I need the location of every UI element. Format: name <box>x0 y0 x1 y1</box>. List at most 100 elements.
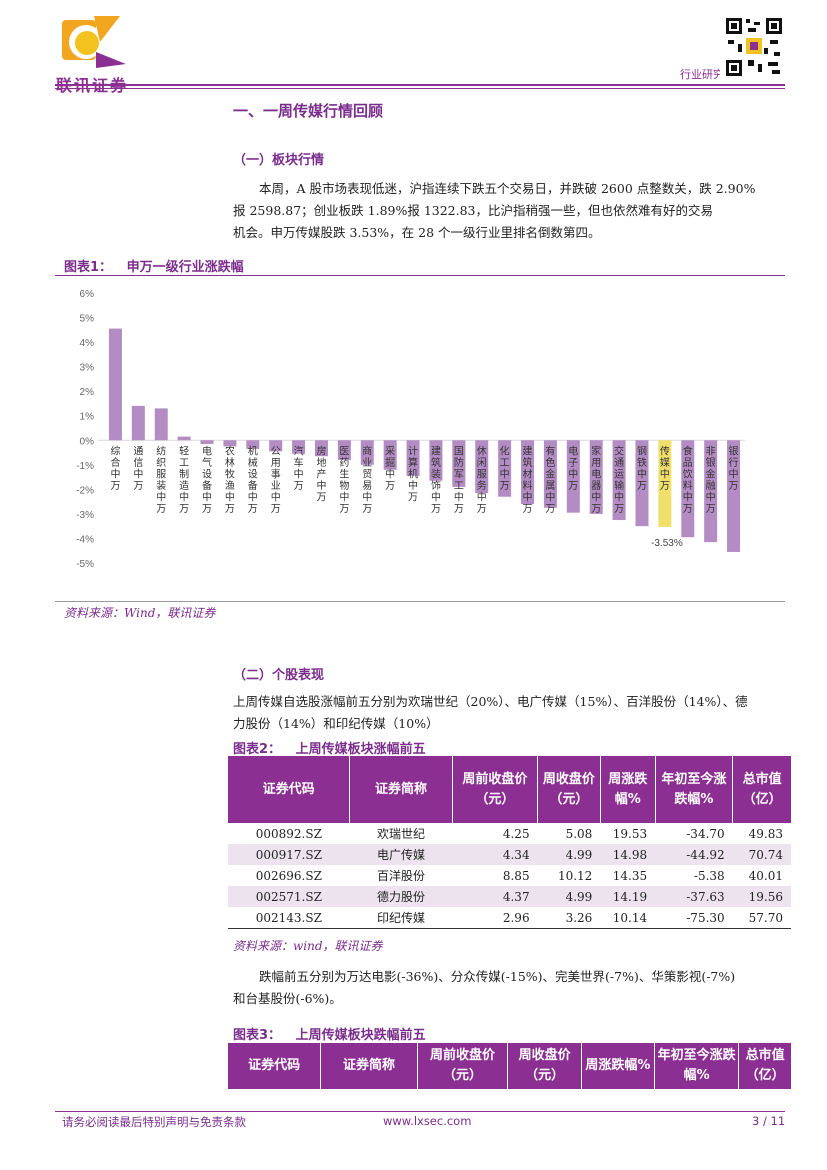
cell: -34.70 <box>655 823 733 844</box>
table-row: 002571.SZ 德力股份 4.37 4.99 14.19 -37.63 19… <box>228 886 791 907</box>
para-line: 机会。申万传媒股跌 3.53%，在 28 个一级行业里排名倒数第四。 <box>233 225 601 240</box>
cell: 4.25 <box>452 823 538 844</box>
cell: 8.85 <box>452 865 538 886</box>
bar <box>131 405 145 441</box>
figure-title: 申万一级行业涨跌幅 <box>126 260 244 275</box>
page-number: 3 / 11 <box>752 1114 786 1128</box>
qr-code-icon <box>724 16 784 78</box>
cell: 49.83 <box>732 823 791 844</box>
figure-source-2: 资料来源：wind，联讯证券 <box>233 939 383 953</box>
market-paragraph: 本周，A 股市场表现低迷，沪指连续下跌五个交易日，并跌破 2600 点整数关，跌… <box>233 178 793 244</box>
cell: 70.74 <box>732 844 791 865</box>
gainers-table: 证券代码 证券简称 周前收盘价（元） 周收盘价（元） 周涨跌幅% 年初至今涨跌幅… <box>228 756 791 929</box>
y-tick-label: -2% <box>76 485 94 496</box>
table-row: 000917.SZ 电广传媒 4.34 4.99 14.98 -44.92 70… <box>228 844 791 865</box>
category-label: 交通运输中万 <box>614 444 624 515</box>
category-label: 电子中万 <box>568 444 578 492</box>
footer-rule <box>55 1111 785 1112</box>
bar <box>177 436 191 441</box>
y-tick-label: -1% <box>76 461 94 472</box>
figure-bottom-rule <box>55 601 785 602</box>
figure-label: 图表2： <box>233 742 282 757</box>
cell: 002696.SZ <box>228 865 350 886</box>
bar <box>246 440 260 449</box>
category-label: 计算机中万 <box>408 444 418 503</box>
category-label: 公用事业中万 <box>271 446 281 515</box>
category-label: 房地产中万 <box>316 444 326 503</box>
category-label: 家用电器中万 <box>591 444 601 515</box>
bar <box>154 408 168 441</box>
cell: 000917.SZ <box>228 844 350 865</box>
y-tick-label: 4% <box>80 338 95 349</box>
col-header: 年初至今涨跌幅% <box>654 1043 740 1089</box>
figure-title: 上周传媒板块跌幅前五 <box>295 1028 426 1043</box>
category-label: 机械设备中万 <box>248 444 258 515</box>
cell: 印纪传媒 <box>349 907 453 929</box>
bar <box>566 440 580 513</box>
bar <box>108 328 122 441</box>
category-label: 电气设备中万 <box>202 444 212 515</box>
para-line: 跌幅前五分别为万达电影(-36%)、分众传媒(-15%)、完美世界(-7%)、华… <box>259 969 736 984</box>
cell: -5.38 <box>655 865 733 886</box>
category-label: 银行中万 <box>729 444 739 492</box>
col-header: 周涨跌幅% <box>581 1043 655 1089</box>
subsection-title-2: （二）个股表现 <box>233 668 325 683</box>
header-section-label: 行业研究 <box>680 68 720 81</box>
category-label: 商业贸易中万 <box>362 444 372 515</box>
para-line: 报 2598.87；创业板跌 1.89%报 1322.83，比沪指稍强一些，但也… <box>233 203 714 218</box>
category-label: 国防军工中万 <box>454 445 464 515</box>
cell: 3.26 <box>537 907 601 929</box>
bar <box>635 440 649 527</box>
logo-icon <box>62 16 126 68</box>
category-label: 钢铁中万 <box>637 444 647 492</box>
bar <box>360 440 374 465</box>
y-tick-label: -3% <box>76 510 94 521</box>
bar <box>269 440 283 452</box>
company-logo: 联讯证券 <box>56 12 136 95</box>
category-label: 医药生物中万 <box>339 445 349 515</box>
y-tick-label: 3% <box>80 363 95 374</box>
bar <box>681 440 695 538</box>
para-line: 和台基股份(-6%)。 <box>233 991 342 1006</box>
col-header: 周收盘价（元） <box>507 1043 582 1089</box>
bar <box>521 440 535 505</box>
category-label: 传媒中万 <box>660 445 670 492</box>
y-tick-label: 5% <box>80 314 95 325</box>
col-header: 年初至今涨跌幅% <box>655 756 734 823</box>
section-title: 一、一周传媒行情回顾 <box>233 102 384 120</box>
category-label: 建筑材料中万 <box>523 444 533 515</box>
col-header: 周前收盘价（元） <box>417 1043 509 1089</box>
y-tick-label: -4% <box>76 534 94 545</box>
col-header: 周前收盘价（元） <box>452 756 539 823</box>
losers-paragraph: 跌幅前五分别为万达电影(-36%)、分众传媒(-15%)、完美世界(-7%)、华… <box>233 966 803 1010</box>
bar <box>498 440 512 497</box>
cell: 14.35 <box>600 865 656 886</box>
footer-url[interactable]: www.lxsec.com <box>383 1114 472 1128</box>
category-label: 纺织服装中万 <box>156 444 166 515</box>
cell: 德力股份 <box>349 886 453 907</box>
category-label: 汽车中万 <box>294 444 304 492</box>
bar <box>704 440 718 543</box>
col-header: 周涨跌幅% <box>600 756 656 823</box>
figure-caption-3: 图表3： 上周传媒板块跌幅前五 <box>233 1024 426 1043</box>
y-tick-label: 0% <box>80 436 95 447</box>
header-rule <box>55 84 785 86</box>
stocks-paragraph: 上周传媒自选股涨幅前五分别为欢瑞世纪（20%）、电广传媒（15%）、百洋股份（1… <box>233 691 803 735</box>
bar <box>406 440 420 476</box>
table-row: 002143.SZ 印纪传媒 2.96 3.26 10.14 -75.30 57… <box>228 907 791 929</box>
qr-code <box>724 16 784 78</box>
category-label: 采掘中万 <box>385 445 395 492</box>
bar <box>292 440 306 454</box>
cell: 4.99 <box>537 886 601 907</box>
bar <box>658 440 672 527</box>
cell: 10.12 <box>537 865 601 886</box>
bar <box>337 440 351 460</box>
col-header: 证券简称 <box>349 756 453 823</box>
cell: -44.92 <box>655 844 733 865</box>
cell: 4.34 <box>452 844 538 865</box>
cell: 57.70 <box>732 907 791 929</box>
cell: 40.01 <box>732 865 791 886</box>
y-tick-label: -5% <box>76 559 94 570</box>
cell: 14.98 <box>600 844 656 865</box>
category-label: 休闲服务中万 <box>477 445 487 515</box>
